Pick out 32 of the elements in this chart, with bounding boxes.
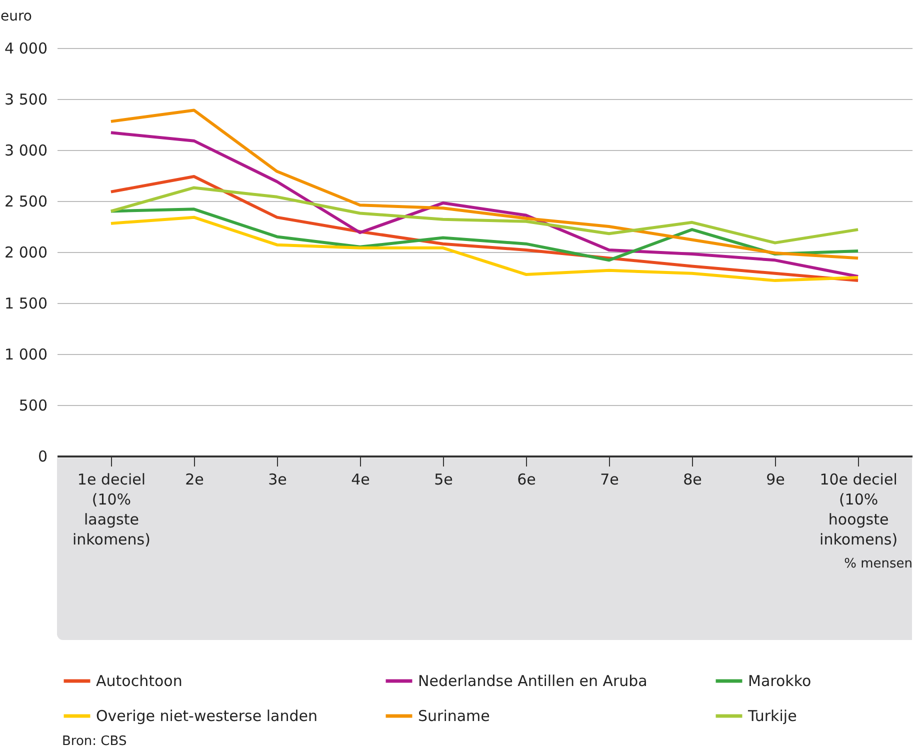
- x-axis-title: % mensen: [844, 556, 912, 572]
- y-axis-title: euro: [0, 8, 32, 24]
- legend-label: Turkije: [747, 707, 797, 725]
- x-tick-label: 1e deciel (10% laagste inkomens): [72, 470, 150, 548]
- x-tick-label: 3e: [268, 470, 287, 488]
- x-tick-label: 4e: [351, 470, 370, 488]
- legend-label: Nederlandse Antillen en Aruba: [418, 672, 648, 690]
- x-tick-label: 9e: [766, 470, 785, 488]
- x-tick-label: 5e: [434, 470, 453, 488]
- line-series: [109, 131, 860, 278]
- x-tick-label: 2e: [185, 470, 204, 488]
- y-tick-label: 4 000: [4, 40, 48, 58]
- line-series: [109, 186, 860, 244]
- x-tick-label: 10e deciel (10% hoogste inkomens): [820, 470, 898, 548]
- y-tick-label: 3 500: [4, 90, 48, 108]
- x-tick-label: 6e: [517, 470, 536, 488]
- line-series: [109, 108, 860, 260]
- legend-label: Overige niet-westerse landen: [96, 707, 318, 725]
- legend-label: Marokko: [748, 672, 812, 690]
- line-series: [109, 216, 860, 282]
- legend-label: Autochtoon: [96, 672, 182, 690]
- legend-label: Suriname: [418, 707, 490, 725]
- y-tick-label: 3 000: [4, 142, 48, 160]
- y-tick-label: 2 500: [4, 192, 48, 210]
- text: Bron: CBS: [62, 734, 127, 747]
- y-tick-label: 500: [18, 396, 48, 414]
- y-tick-label: 1 000: [4, 346, 48, 364]
- x-tick-label: 8e: [683, 470, 702, 488]
- y-tick-label: 0: [38, 448, 48, 466]
- y-tick-label: 1 500: [4, 294, 48, 312]
- y-tick-label: 2 000: [4, 244, 48, 262]
- x-tick-label: 7e: [600, 470, 619, 488]
